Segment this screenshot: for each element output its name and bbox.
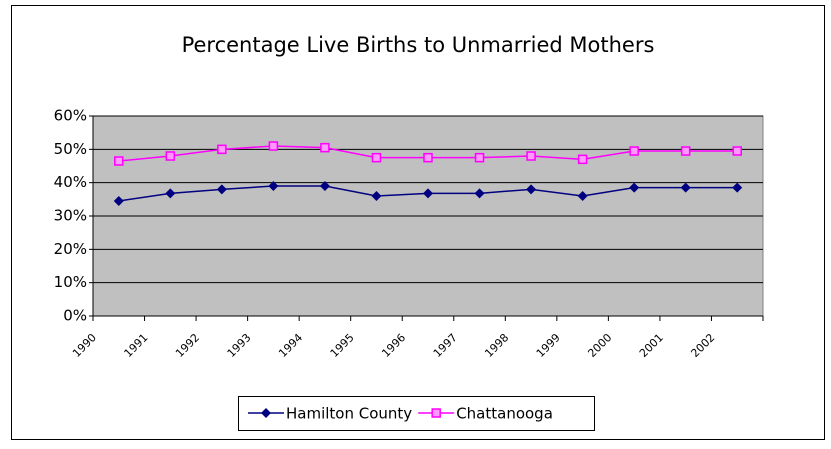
marker [629,182,640,193]
marker [526,151,536,161]
marker [431,408,441,418]
marker [165,151,176,161]
marker [732,146,742,156]
marker [113,196,124,206]
legend-label: Chattanooga [456,405,553,423]
marker [216,184,227,195]
y-tick-label: 50% [54,140,87,158]
marker [261,408,271,418]
marker [217,144,227,155]
marker [268,181,279,191]
marker [165,188,176,199]
marker [680,146,691,156]
y-tick-label: 0% [63,307,87,325]
y-tick-label: 10% [54,273,87,291]
y-tick-label: 60% [54,107,87,125]
legend-box [238,396,595,431]
legend-label: Hamilton County [286,405,412,423]
marker [423,152,433,163]
y-tick-label: 40% [54,173,87,191]
marker [526,184,537,195]
marker [319,181,330,191]
legend: Hamilton County Chattanooga [238,396,595,431]
marker [577,191,588,201]
marker [371,191,382,201]
marker [474,152,485,163]
chart-title: Percentage Live Births to Unmarried Moth… [182,33,655,57]
marker [629,146,639,156]
marker [474,188,485,199]
marker [114,156,124,166]
marker [320,142,330,153]
marker [423,188,433,199]
marker [577,154,588,165]
marker [371,152,382,163]
y-tick-label: 30% [54,207,87,225]
y-tick-label: 20% [54,240,87,258]
marker [680,182,691,193]
marker [268,141,279,151]
marker [732,182,743,193]
